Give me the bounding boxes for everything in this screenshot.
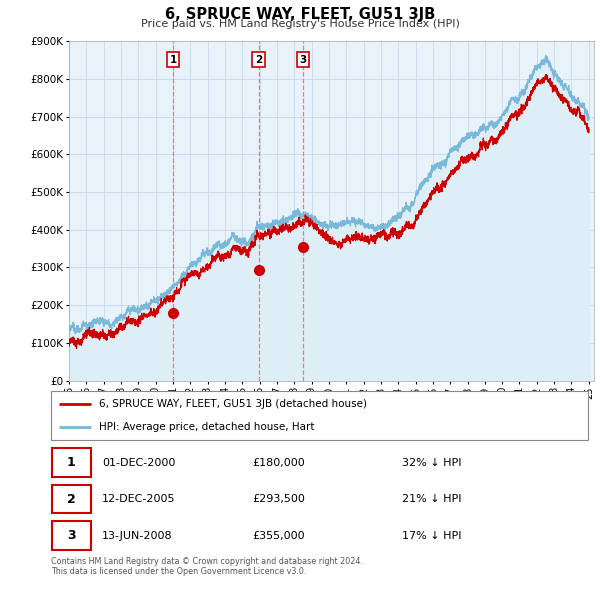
- Text: 6, SPRUCE WAY, FLEET, GU51 3JB: 6, SPRUCE WAY, FLEET, GU51 3JB: [165, 7, 435, 22]
- Text: 2: 2: [67, 493, 76, 506]
- Text: £355,000: £355,000: [252, 531, 305, 540]
- FancyBboxPatch shape: [52, 448, 91, 477]
- Text: HPI: Average price, detached house, Hart: HPI: Average price, detached house, Hart: [100, 422, 315, 432]
- Text: 3: 3: [67, 529, 76, 542]
- FancyBboxPatch shape: [51, 391, 588, 440]
- Text: 6, SPRUCE WAY, FLEET, GU51 3JB (detached house): 6, SPRUCE WAY, FLEET, GU51 3JB (detached…: [100, 399, 367, 409]
- Text: 13-JUN-2008: 13-JUN-2008: [102, 531, 173, 540]
- Text: 17% ↓ HPI: 17% ↓ HPI: [402, 531, 461, 540]
- Text: Price paid vs. HM Land Registry's House Price Index (HPI): Price paid vs. HM Land Registry's House …: [140, 19, 460, 30]
- Text: 2: 2: [255, 55, 262, 65]
- Text: 21% ↓ HPI: 21% ↓ HPI: [402, 494, 461, 504]
- Text: £180,000: £180,000: [252, 458, 305, 467]
- FancyBboxPatch shape: [52, 522, 91, 550]
- Text: 32% ↓ HPI: 32% ↓ HPI: [402, 458, 461, 467]
- Text: £293,500: £293,500: [252, 494, 305, 504]
- Text: Contains HM Land Registry data © Crown copyright and database right 2024.
This d: Contains HM Land Registry data © Crown c…: [51, 557, 363, 576]
- Text: 1: 1: [67, 456, 76, 469]
- FancyBboxPatch shape: [52, 485, 91, 513]
- Text: 01-DEC-2000: 01-DEC-2000: [102, 458, 175, 467]
- Text: 12-DEC-2005: 12-DEC-2005: [102, 494, 176, 504]
- Text: 3: 3: [299, 55, 307, 65]
- Text: 1: 1: [169, 55, 176, 65]
